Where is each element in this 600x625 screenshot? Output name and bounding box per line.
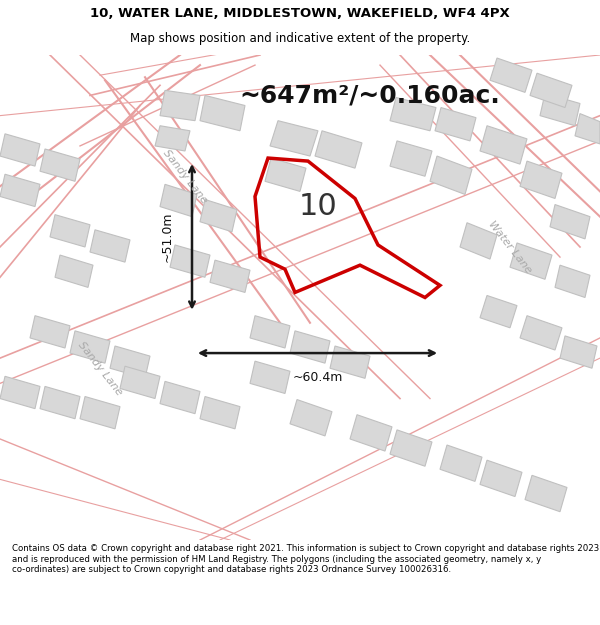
Polygon shape (90, 230, 130, 262)
Polygon shape (70, 331, 110, 363)
Polygon shape (435, 107, 476, 141)
Polygon shape (520, 316, 562, 350)
Polygon shape (480, 460, 522, 496)
Polygon shape (390, 98, 436, 131)
Text: Sandy Lane: Sandy Lane (161, 148, 209, 205)
Polygon shape (160, 184, 197, 217)
Polygon shape (480, 126, 527, 164)
Polygon shape (265, 158, 306, 191)
Polygon shape (510, 243, 552, 279)
Polygon shape (30, 316, 70, 348)
Polygon shape (270, 121, 318, 156)
Text: ~647m²/~0.160ac.: ~647m²/~0.160ac. (239, 83, 500, 107)
Polygon shape (250, 316, 290, 348)
Polygon shape (480, 296, 517, 328)
Polygon shape (80, 396, 120, 429)
Polygon shape (50, 214, 90, 247)
Polygon shape (440, 445, 482, 481)
Polygon shape (290, 331, 330, 363)
Polygon shape (290, 399, 332, 436)
Polygon shape (525, 476, 567, 512)
Polygon shape (540, 93, 580, 126)
Polygon shape (350, 415, 392, 451)
Text: ~51.0m: ~51.0m (161, 212, 174, 262)
Polygon shape (430, 156, 472, 194)
Polygon shape (200, 396, 240, 429)
Polygon shape (0, 376, 40, 409)
Polygon shape (210, 260, 250, 292)
Polygon shape (55, 255, 93, 288)
Polygon shape (555, 265, 590, 298)
Polygon shape (155, 126, 190, 151)
Polygon shape (200, 199, 237, 232)
Polygon shape (490, 58, 532, 92)
Polygon shape (0, 174, 40, 206)
Polygon shape (40, 149, 80, 181)
Polygon shape (0, 134, 40, 166)
Text: 10: 10 (299, 192, 337, 221)
Polygon shape (40, 386, 80, 419)
Polygon shape (530, 73, 572, 107)
Polygon shape (575, 114, 600, 144)
Polygon shape (390, 141, 432, 176)
Text: Water Lane: Water Lane (487, 219, 533, 275)
Polygon shape (550, 204, 590, 239)
Polygon shape (170, 245, 210, 278)
Polygon shape (160, 381, 200, 414)
Text: Sandy Lane: Sandy Lane (76, 339, 124, 397)
Text: 10, WATER LANE, MIDDLESTOWN, WAKEFIELD, WF4 4PX: 10, WATER LANE, MIDDLESTOWN, WAKEFIELD, … (90, 8, 510, 20)
Polygon shape (520, 161, 562, 199)
Polygon shape (200, 96, 245, 131)
Polygon shape (160, 91, 200, 121)
Polygon shape (560, 336, 597, 368)
Polygon shape (250, 361, 290, 394)
Text: Map shows position and indicative extent of the property.: Map shows position and indicative extent… (130, 32, 470, 45)
Polygon shape (120, 366, 160, 399)
Text: Contains OS data © Crown copyright and database right 2021. This information is : Contains OS data © Crown copyright and d… (12, 544, 599, 574)
Polygon shape (315, 131, 362, 168)
Polygon shape (390, 430, 432, 466)
Polygon shape (330, 346, 370, 378)
Polygon shape (460, 222, 497, 259)
Text: ~60.4m: ~60.4m (292, 371, 343, 384)
Polygon shape (110, 346, 150, 378)
